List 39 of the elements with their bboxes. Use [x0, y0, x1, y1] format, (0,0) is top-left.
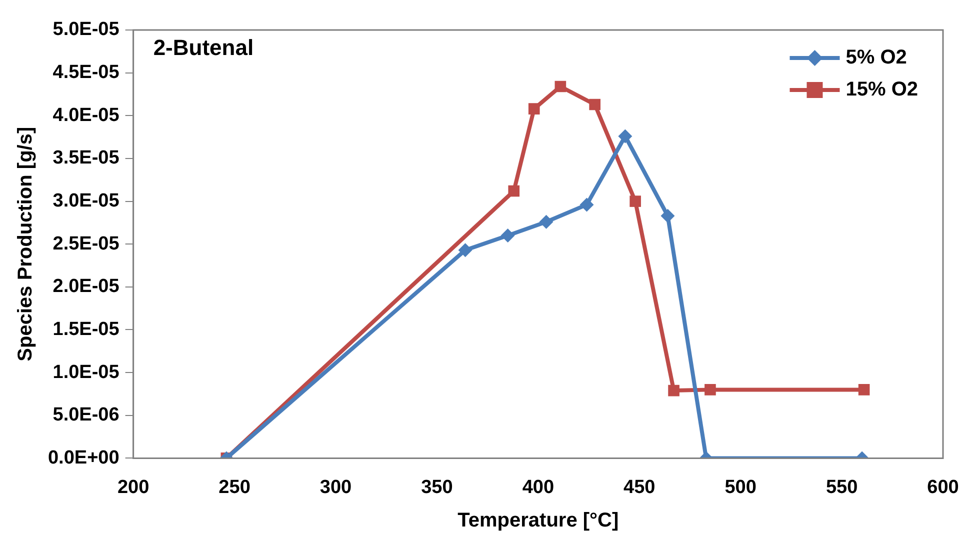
x-tick-label: 500: [724, 476, 756, 498]
legend-label: 15% O2: [846, 78, 918, 101]
y-tick-label: 5.0E-05: [52, 19, 120, 40]
point: [858, 384, 870, 396]
point: [500, 228, 515, 243]
y-tick-label: 5.0E-06: [52, 404, 120, 426]
x-tick-label: 550: [826, 476, 858, 498]
chart-title: 2-Butenal: [153, 35, 254, 60]
point: [668, 384, 680, 396]
point: [528, 103, 540, 114]
point: [630, 196, 641, 207]
x-tick-label: 250: [218, 476, 250, 498]
x-tick-label: 400: [522, 476, 554, 498]
x-tick-label: 350: [421, 476, 453, 498]
y-tick-label: 0.0E+00: [48, 447, 120, 468]
point: [580, 198, 594, 212]
x-tick-label: 200: [117, 476, 150, 498]
point: [458, 243, 472, 258]
y-tick-label: 2.5E-05: [52, 233, 120, 254]
point: [660, 208, 675, 223]
y-axis-title: Species Production [g/s]: [14, 126, 37, 362]
y-tick-label: 3.5E-05: [52, 148, 120, 169]
x-tick-label: 600: [927, 476, 959, 498]
x-tick-label: 300: [320, 476, 352, 498]
y-tick-label: 2.0E-05: [52, 276, 120, 298]
y-tick-label: 3.0E-05: [52, 190, 120, 212]
point: [554, 80, 566, 92]
x-tick-label: 450: [624, 476, 656, 498]
point: [539, 214, 554, 229]
point: [618, 129, 632, 144]
y-tick-label: 4.0E-05: [52, 104, 120, 126]
point: [508, 185, 520, 197]
y-tick-label: 1.5E-05: [52, 318, 120, 340]
x-axis-title: Temperature [°C]: [458, 510, 619, 532]
legend-label: 5% O2: [846, 46, 907, 69]
point: [589, 98, 600, 110]
y-tick-label: 1.0E-05: [52, 362, 120, 383]
point: [704, 384, 716, 396]
y-tick-label: 4.5E-05: [52, 62, 120, 84]
